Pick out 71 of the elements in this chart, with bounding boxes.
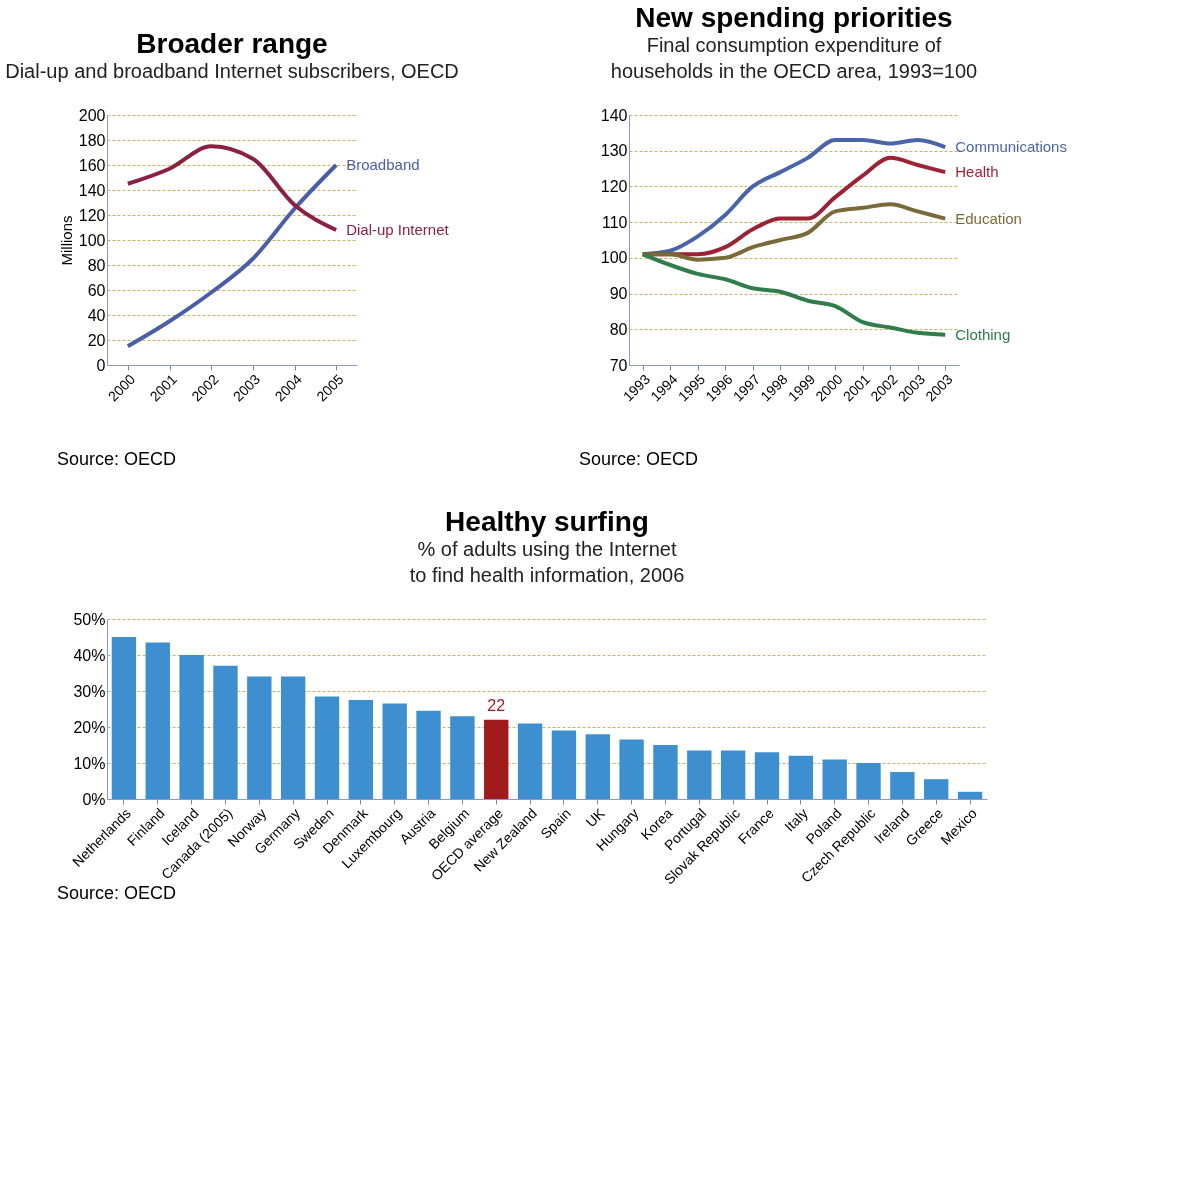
bar — [382, 703, 407, 799]
bar — [619, 739, 644, 799]
y-tick-label: 80 — [609, 320, 628, 338]
y-tick-label: 20% — [73, 718, 106, 736]
line-series — [125, 163, 339, 349]
bar — [720, 750, 746, 799]
bar — [585, 734, 610, 799]
chart-subtitle: Final consumption expenditure of households in the OECD area, 1993=100 — [610, 34, 978, 82]
series-label: Broadband — [346, 156, 420, 173]
chart-title: New spending priorities — [635, 2, 953, 33]
chart-subtitle: Dial-up and broadband Internet subscribers, OECD — [5, 60, 459, 82]
series-label: Clothing — [955, 325, 1011, 343]
y-tick-label: 110 — [601, 213, 628, 231]
y-tick-label: 200 — [78, 106, 106, 124]
y-tick-label: 10% — [73, 754, 106, 772]
bar — [822, 759, 847, 799]
bar — [111, 637, 137, 799]
source-note: Source: OECD — [57, 449, 177, 469]
data-label: 22 — [487, 696, 506, 714]
y-tick-label: 100 — [600, 249, 628, 267]
series-label: Dial-up Internet — [346, 221, 450, 238]
series-label: Education — [955, 209, 1022, 227]
bar — [450, 716, 475, 799]
line-series — [640, 252, 948, 337]
bar — [213, 665, 238, 799]
chart-title: Healthy surfing — [445, 506, 649, 537]
y-axis-title: Millions — [57, 215, 75, 266]
y-tick-label: 50% — [73, 610, 106, 628]
bar — [890, 772, 915, 799]
y-tick-label: 0% — [82, 790, 106, 808]
y-tick-label: 60 — [87, 281, 106, 299]
y-tick-label: 30% — [73, 682, 106, 700]
bar — [517, 723, 543, 799]
bar — [314, 696, 340, 799]
y-tick-label: 80 — [87, 256, 106, 274]
bar — [551, 730, 577, 799]
bar — [653, 745, 678, 799]
bar — [145, 642, 170, 799]
y-tick-label: 130 — [600, 142, 628, 160]
y-tick-label: 40% — [73, 646, 106, 664]
bar — [416, 710, 441, 799]
source-note: Source: OECD — [57, 883, 177, 903]
bar — [247, 676, 272, 799]
line-series — [125, 144, 339, 232]
bar — [179, 655, 204, 799]
y-tick-label: 0 — [96, 356, 106, 374]
bar — [788, 755, 814, 799]
bar — [687, 750, 712, 799]
source-note: Source: OECD — [579, 449, 699, 469]
bar — [280, 676, 306, 799]
y-tick-label: 160 — [78, 156, 106, 174]
bar — [924, 779, 949, 799]
y-tick-label: 120 — [78, 206, 106, 224]
bar — [484, 719, 509, 799]
y-tick-label: 20 — [87, 331, 106, 349]
bar — [957, 791, 983, 799]
y-tick-label: 120 — [600, 177, 628, 195]
series-label: Health — [955, 163, 999, 181]
y-tick-label: 180 — [78, 131, 106, 149]
bar — [348, 700, 374, 799]
bar — [754, 752, 780, 799]
y-tick-label: 140 — [78, 181, 106, 199]
y-tick-label: 140 — [600, 106, 628, 124]
bar — [856, 763, 881, 799]
chart-title: Broader range — [136, 28, 328, 59]
y-tick-label: 40 — [87, 306, 106, 324]
y-tick-label: 100 — [78, 231, 106, 249]
y-tick-label: 70 — [609, 356, 628, 374]
chart-subtitle: % of adults using the Internet to find health information, 2006 — [409, 538, 685, 586]
series-label: Communications — [955, 138, 1067, 156]
y-tick-label: 90 — [609, 285, 628, 303]
